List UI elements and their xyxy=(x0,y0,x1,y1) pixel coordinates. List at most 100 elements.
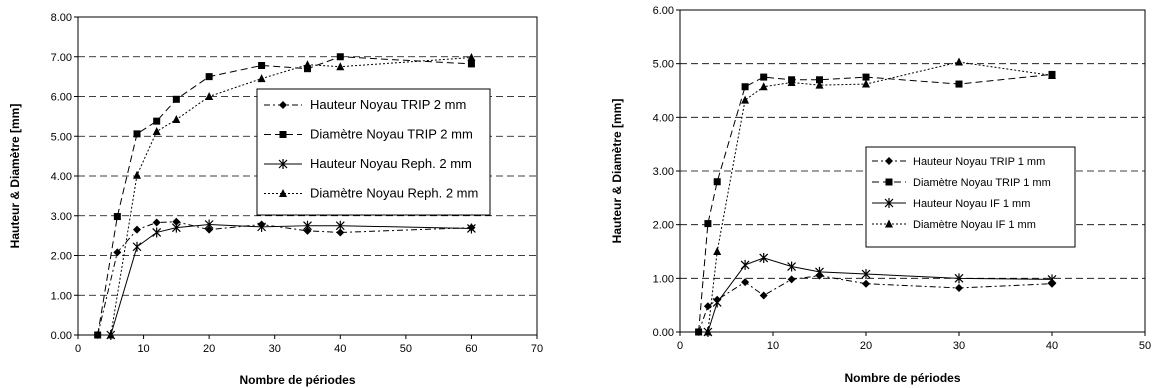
data-point xyxy=(816,76,823,84)
data-point xyxy=(787,261,797,272)
data-point xyxy=(955,57,963,66)
y-axis-title: Hauteur & Diamètre [mm] xyxy=(610,99,624,244)
data-point xyxy=(205,92,214,100)
legend-label: Diamètre Noyau TRIP 2 mm xyxy=(310,127,473,142)
series-line xyxy=(97,56,472,336)
data-point xyxy=(741,278,750,287)
plot-area-frame xyxy=(77,16,538,336)
legend-marker xyxy=(885,157,893,165)
series-line xyxy=(97,221,472,336)
y-tick-label: 6.00 xyxy=(653,5,674,17)
data-point xyxy=(1047,274,1057,285)
data-point xyxy=(94,331,102,339)
legend: Hauteur Noyau TRIP 2 mm Diamètre Noyau TR… xyxy=(256,88,491,216)
legend-label: Diamètre Noyau TRIP 1 mm xyxy=(913,177,1051,189)
data-point xyxy=(467,53,476,62)
y-tick-label: 4.00 xyxy=(51,171,72,183)
data-point xyxy=(1048,70,1056,79)
series-0 xyxy=(694,271,1056,336)
series-0 xyxy=(93,217,476,339)
legend-marker xyxy=(279,131,287,138)
series-3 xyxy=(703,57,1056,336)
data-point xyxy=(787,77,796,86)
series-2 xyxy=(703,252,1057,337)
y-tick-label: 1.00 xyxy=(51,290,72,302)
x-tick-label: 60 xyxy=(465,343,477,355)
data-point xyxy=(713,178,721,186)
y-tick-label: 0.00 xyxy=(51,330,72,342)
x-tick-label: 20 xyxy=(860,340,872,352)
data-point xyxy=(152,126,161,135)
data-point xyxy=(153,117,161,125)
data-point xyxy=(303,60,312,69)
data-point xyxy=(712,297,722,308)
data-point xyxy=(954,273,964,284)
legend-marker xyxy=(885,178,893,186)
legend-label: Hauteur Noyau IF 1 mm xyxy=(913,198,1030,210)
data-point xyxy=(713,247,722,255)
data-point xyxy=(815,266,824,277)
data-point xyxy=(955,80,963,88)
legend: Hauteur Noyau TRIP 1 mm Diamètre Noyau TR… xyxy=(865,146,1076,248)
data-point xyxy=(695,328,703,336)
data-point xyxy=(172,115,181,124)
data-point xyxy=(336,53,344,61)
series-line xyxy=(698,73,1053,333)
y-tick-label: 5.00 xyxy=(51,131,72,143)
data-point xyxy=(861,269,871,280)
data-point xyxy=(133,170,142,179)
data-point xyxy=(741,83,749,91)
data-point xyxy=(205,225,214,234)
legend-marker xyxy=(884,198,894,208)
data-point xyxy=(303,226,312,235)
data-point xyxy=(703,302,712,311)
legend-label: Diamètre Noyau IF 1 mm xyxy=(913,219,1036,231)
x-tick-label: 50 xyxy=(400,343,412,355)
y-tick-label: 5.00 xyxy=(653,59,674,71)
x-tick-label: 10 xyxy=(767,340,779,352)
data-point xyxy=(205,73,213,81)
x-tick-label: 10 xyxy=(137,343,149,355)
series-3 xyxy=(106,53,476,339)
chart-left: 0.00 1.00 2.00 3.00 4.00 5.00 6.00 7.00 8.00 0 10 2… xyxy=(8,12,543,387)
data-point xyxy=(467,223,476,234)
legend-marker xyxy=(279,189,287,197)
series-2 xyxy=(106,219,476,340)
data-point xyxy=(787,275,796,284)
data-point xyxy=(335,220,345,231)
series-1 xyxy=(94,53,475,339)
data-point xyxy=(133,130,141,138)
y-tick-label: 1.00 xyxy=(653,273,674,285)
data-point xyxy=(258,61,266,69)
legend-box xyxy=(865,146,1076,248)
legend-label: Hauteur Noyau TRIP 2 mm xyxy=(310,97,466,112)
data-point xyxy=(171,222,181,233)
y-tick-label: 6.00 xyxy=(51,92,72,104)
data-point xyxy=(172,95,180,103)
data-point xyxy=(257,74,266,83)
x-tick-label: 50 xyxy=(1139,340,1151,352)
data-point xyxy=(467,60,475,68)
data-point xyxy=(152,227,162,238)
x-tick-label: 30 xyxy=(269,343,281,355)
legend-label: Hauteur Noyau Reph. 2 mm xyxy=(310,156,472,171)
data-point xyxy=(862,279,870,288)
y-tick-label: 8.00 xyxy=(51,12,72,24)
y-tick-label: 3.00 xyxy=(51,211,72,223)
x-tick-label: 0 xyxy=(75,343,81,355)
data-point xyxy=(740,259,750,270)
x-tick-label: 20 xyxy=(203,343,215,355)
y-tick-label: 3.00 xyxy=(653,166,674,178)
data-point xyxy=(106,330,115,339)
y-tick-label: 4.00 xyxy=(653,112,674,124)
data-point xyxy=(204,219,214,230)
x-axis-title: Nombre de périodes xyxy=(844,371,960,385)
data-point xyxy=(703,327,712,336)
series-line xyxy=(110,223,472,336)
y-tick-label: 0.00 xyxy=(653,327,674,339)
data-point xyxy=(113,248,122,257)
x-tick-label: 0 xyxy=(677,340,683,352)
data-point xyxy=(955,283,963,292)
data-point xyxy=(304,65,311,73)
data-point xyxy=(759,252,769,263)
